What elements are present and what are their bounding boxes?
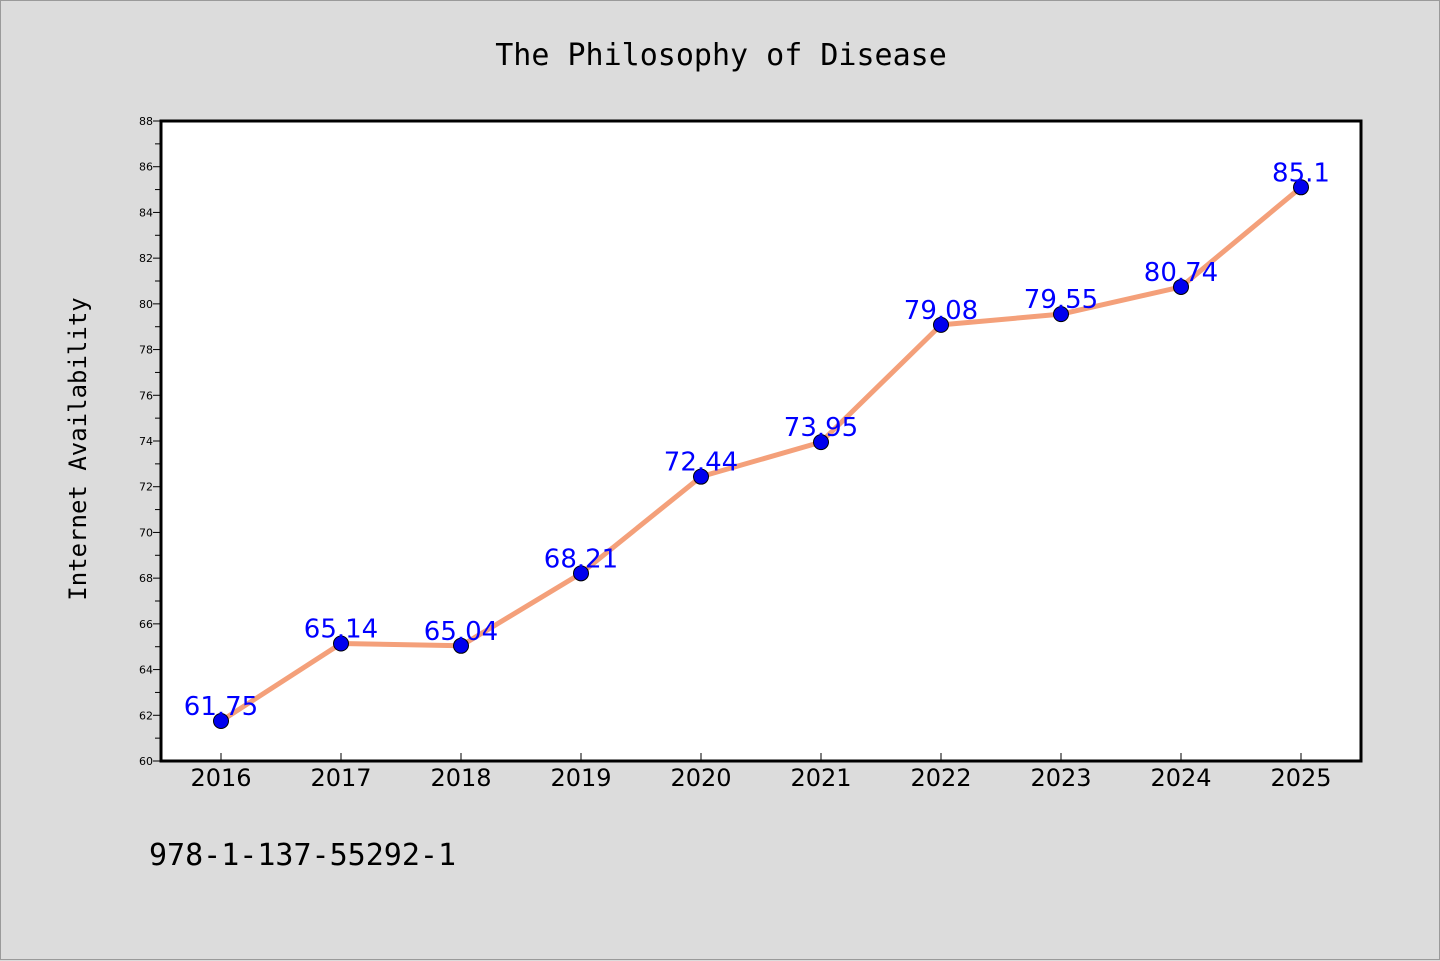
data-label: 85.1 xyxy=(1272,158,1330,188)
data-label: 73.95 xyxy=(784,413,858,443)
y-tick-label: 64 xyxy=(139,664,153,677)
data-label: 65.14 xyxy=(304,615,378,645)
data-label: 65.04 xyxy=(424,617,498,647)
x-tick-label: 2023 xyxy=(1030,764,1091,792)
y-tick-label: 66 xyxy=(139,618,153,631)
y-tick-label: 68 xyxy=(139,572,153,585)
data-label: 79.08 xyxy=(904,296,978,326)
y-tick-label: 72 xyxy=(139,481,153,494)
data-point xyxy=(1053,306,1069,323)
data-label: 79.55 xyxy=(1024,285,1098,315)
data-label: 80.74 xyxy=(1144,258,1218,288)
data-point xyxy=(333,635,349,652)
y-tick-label: 80 xyxy=(139,298,153,311)
plot-area xyxy=(159,119,1363,763)
y-tick-label: 74 xyxy=(139,435,153,448)
data-point xyxy=(1173,278,1189,295)
series-line xyxy=(218,184,1304,724)
y-axis-ticks: 60 62 64 66 68 70 72 74 76 78 80 82 84 86 88 xyxy=(139,115,161,768)
y-tick-label: 60 xyxy=(139,755,153,768)
x-axis-ticks: 2016 2017 2018 2019 2020 2021 2022 2023 2024 2025 xyxy=(190,753,1332,792)
x-tick-label: 2024 xyxy=(1150,764,1211,792)
x-tick-label: 2019 xyxy=(550,764,611,792)
data-label: 72.44 xyxy=(664,448,738,478)
footer-isbn: 978-1-137-55292-1 xyxy=(149,838,456,873)
y-tick-label: 76 xyxy=(139,389,153,402)
data-point xyxy=(693,468,709,485)
y-tick-label: 82 xyxy=(139,252,153,265)
y-tick-label: 62 xyxy=(139,709,153,722)
x-tick-label: 2021 xyxy=(790,764,851,792)
data-point xyxy=(933,316,949,333)
data-point xyxy=(813,434,829,451)
series-internet-availability xyxy=(213,179,1309,729)
data-label: 61.75 xyxy=(184,692,258,722)
y-tick-label: 84 xyxy=(139,206,153,219)
y-tick-label: 70 xyxy=(139,526,153,539)
data-point xyxy=(213,713,229,729)
x-tick-label: 2018 xyxy=(430,764,491,792)
x-tick-label: 2016 xyxy=(190,764,251,792)
data-labels: 61.75 65.14 65.04 68.21 72.44 73.95 79.08 79.55… xyxy=(184,158,1330,722)
data-point xyxy=(1293,179,1309,196)
data-point xyxy=(573,565,589,582)
y-axis-label: Internet Availability xyxy=(64,297,92,600)
x-tick-label: 2020 xyxy=(670,764,731,792)
y-tick-label: 86 xyxy=(139,161,153,174)
data-label: 68.21 xyxy=(544,544,618,574)
y-tick-label: 88 xyxy=(139,115,153,128)
chart-title: The Philosophy of Disease xyxy=(495,38,947,73)
data-point xyxy=(453,637,469,654)
x-tick-label: 2022 xyxy=(910,764,971,792)
y-tick-label: 78 xyxy=(139,344,153,357)
x-tick-label: 2017 xyxy=(310,764,371,792)
x-tick-label: 2025 xyxy=(1270,764,1331,792)
